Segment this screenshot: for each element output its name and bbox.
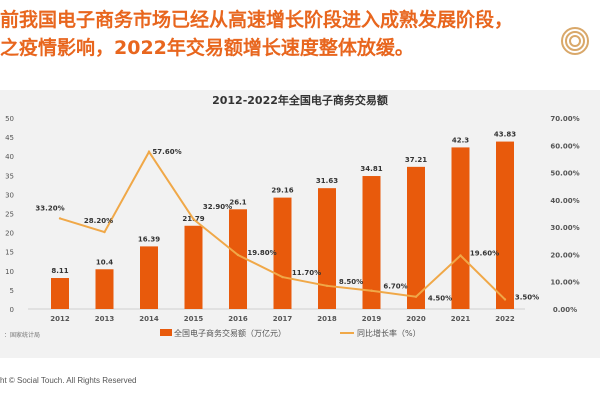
- line-point: [281, 275, 284, 279]
- line-point: [325, 284, 329, 288]
- legend-bar-label: 全国电子商务交易额（万亿元）: [174, 328, 286, 338]
- bar-value-label: 26.1: [229, 198, 246, 206]
- copyright-footer: ht © Social Touch. All Rights Reserved: [0, 376, 137, 385]
- right-tick-label: 0.00%: [553, 306, 577, 314]
- bar: [496, 141, 514, 309]
- bar: [229, 209, 247, 309]
- line-value-label: 3.50%: [515, 293, 539, 301]
- x-tick-label: 2019: [362, 315, 382, 323]
- line-point: [192, 218, 195, 221]
- x-tick-label: 2017: [273, 315, 293, 323]
- x-tick-label: 2013: [95, 315, 115, 323]
- source-note: ：国家统计局: [4, 331, 40, 339]
- legend-line-label: 同比增长率（%）: [357, 328, 421, 338]
- right-tick-label: 50.00%: [550, 170, 579, 178]
- left-tick-label: 45: [5, 134, 14, 142]
- x-tick-label: 2015: [184, 315, 204, 323]
- line-point: [147, 150, 151, 154]
- bar-value-label: 16.39: [138, 235, 160, 243]
- bar: [451, 147, 470, 309]
- right-tick-label: 10.00%: [550, 279, 579, 287]
- chart-title: 2012-2022年全国电子商务交易额: [212, 93, 388, 107]
- line-value-label: 57.60%: [152, 148, 181, 156]
- bar: [362, 176, 381, 309]
- bar-value-label: 37.21: [405, 156, 427, 164]
- bar: [51, 278, 69, 309]
- legend-bar-swatch: [160, 329, 172, 336]
- line-point: [103, 230, 106, 234]
- bar-value-label: 42.3: [452, 136, 469, 144]
- left-tick-label: 0: [10, 306, 14, 314]
- line-point: [58, 217, 62, 220]
- bar-value-label: 43.83: [494, 131, 516, 139]
- bar-value-label: 10.4: [96, 258, 113, 266]
- headline-line-1: 前我国电子商务市场已经从高速增长阶段进入成熟发展阶段，: [0, 9, 514, 31]
- line-value-label: 8.50%: [339, 278, 363, 286]
- x-tick-label: 2014: [139, 315, 159, 323]
- line-value-label: 32.90%: [203, 203, 232, 211]
- line-value-label: 19.80%: [247, 249, 276, 257]
- line-value-label: 19.60%: [470, 250, 499, 258]
- right-tick-label: 60.00%: [550, 142, 579, 150]
- bar: [184, 225, 203, 309]
- x-tick-label: 2018: [317, 315, 337, 323]
- line-value-label: 33.20%: [35, 204, 64, 212]
- right-tick-label: 40.00%: [550, 197, 579, 205]
- logo-icon: [560, 26, 590, 60]
- line-value-label: 4.50%: [428, 295, 452, 303]
- left-tick-label: 50: [5, 115, 14, 123]
- x-tick-label: 2022: [495, 315, 515, 323]
- left-tick-label: 25: [5, 211, 14, 219]
- line-point: [503, 298, 507, 301]
- line-value-label: 11.70%: [292, 269, 321, 277]
- bar: [318, 188, 336, 309]
- left-tick-label: 20: [5, 230, 14, 238]
- line-value-label: 28.20%: [84, 217, 113, 225]
- line-value-label: 6.70%: [383, 283, 407, 291]
- headline-line-2: 之疫情影响，2022年交易额增长速度整体放缓。: [0, 37, 414, 59]
- line-point: [236, 253, 240, 257]
- left-tick-label: 10: [5, 268, 14, 276]
- x-tick-label: 2021: [451, 315, 471, 323]
- right-tick-label: 30.00%: [550, 224, 579, 232]
- bar: [140, 246, 158, 309]
- headline: 前我国电子商务市场已经从高速增长阶段进入成熟发展阶段， 之疫情影响，2022年交…: [0, 6, 513, 62]
- bar-value-label: 34.81: [360, 165, 382, 173]
- bar-value-label: 31.63: [316, 177, 338, 185]
- bar-value-label: 8.11: [51, 267, 68, 275]
- left-tick-label: 35: [5, 172, 14, 180]
- line-point: [370, 289, 373, 292]
- bar-value-label: 29.16: [271, 187, 293, 195]
- left-tick-label: 15: [5, 249, 14, 257]
- left-tick-label: 30: [5, 191, 14, 199]
- bar: [273, 197, 292, 309]
- right-tick-label: 70.00%: [550, 115, 579, 123]
- right-tick-label: 20.00%: [550, 251, 579, 259]
- x-tick-label: 2012: [50, 315, 70, 323]
- x-tick-label: 2016: [228, 315, 248, 323]
- left-tick-label: 40: [5, 153, 14, 161]
- left-tick-label: 5: [10, 287, 14, 295]
- bar: [407, 166, 425, 309]
- bar: [95, 269, 114, 309]
- line-point: [414, 295, 418, 298]
- x-tick-label: 2020: [406, 315, 426, 323]
- line-point: [459, 254, 462, 257]
